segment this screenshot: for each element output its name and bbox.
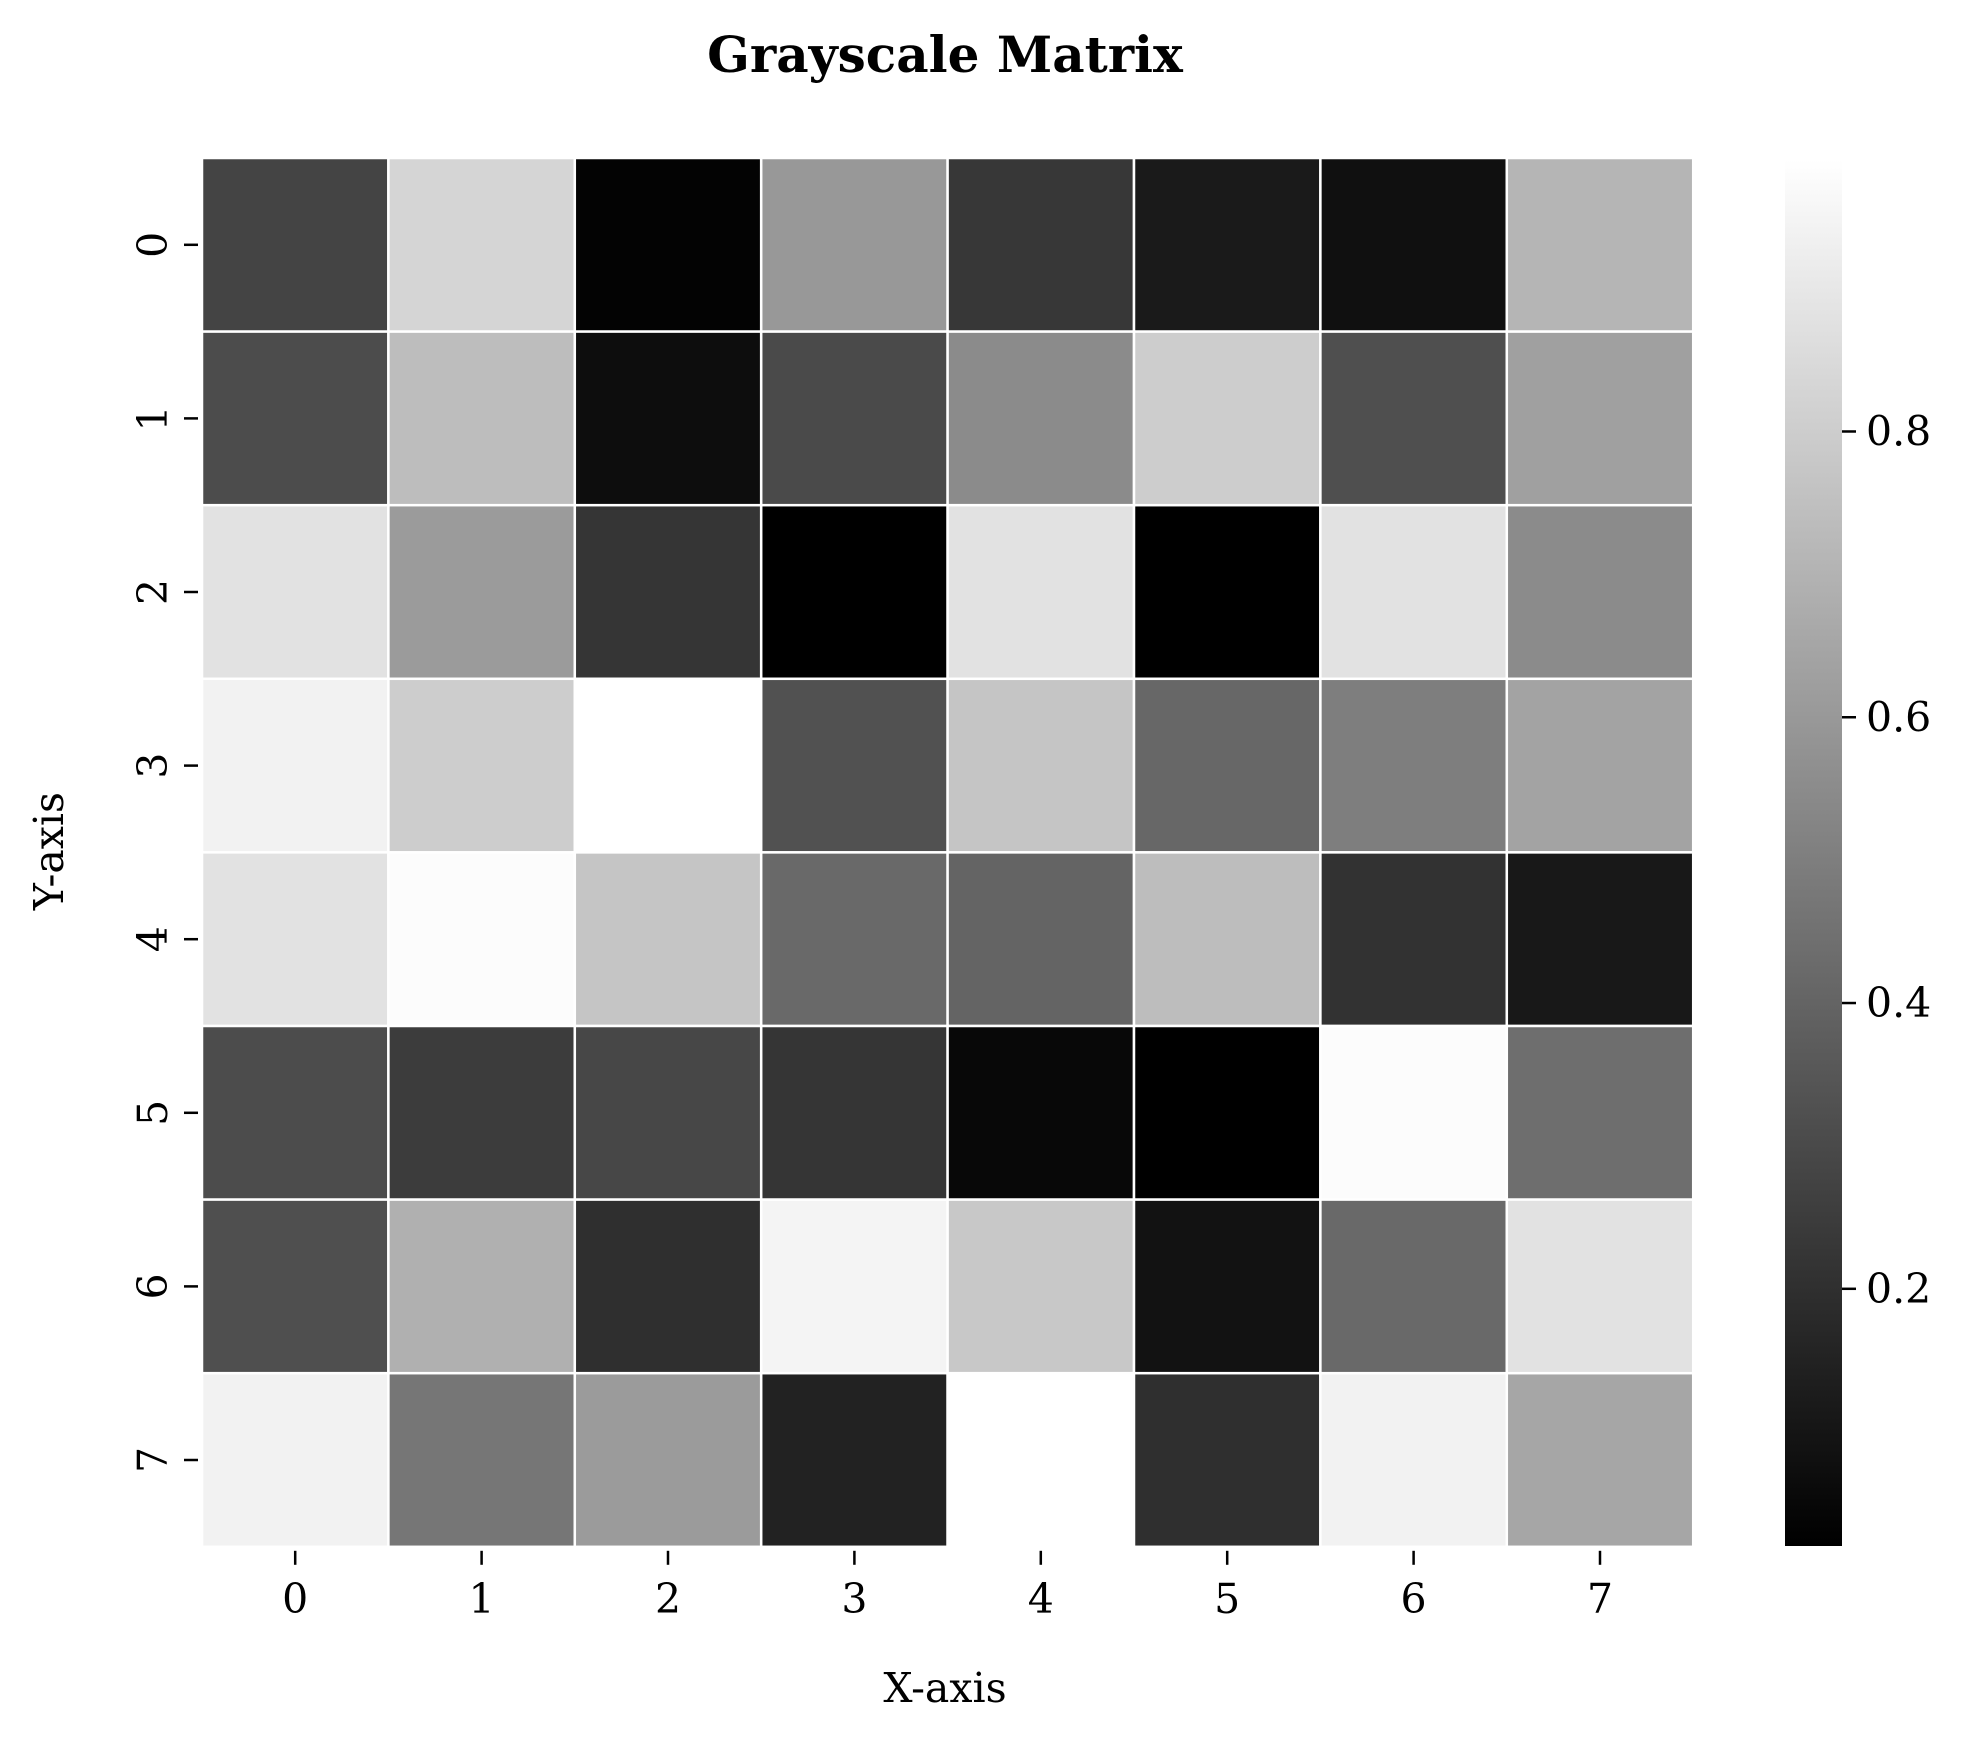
heatmap-cell-r6-c3 <box>759 1198 949 1375</box>
heatmap-cell-r0-c0 <box>200 156 390 333</box>
colorbar-tick-label: 0.4 <box>1866 979 1931 1027</box>
heatmap-cell-r1-c3 <box>759 330 949 507</box>
y-tick-label: 0 <box>129 232 177 258</box>
heatmap-cell-r5-c6 <box>1319 1024 1509 1201</box>
heatmap-cell-r5-c2 <box>573 1024 763 1201</box>
x-axis-ticks: 0 1 2 3 4 5 6 7 <box>282 1550 1613 1623</box>
heatmap-cell-r4-c4 <box>946 851 1136 1028</box>
heatmap-cell-r6-c1 <box>387 1198 577 1375</box>
heatmap-cell-r5-c4 <box>946 1024 1136 1201</box>
y-axis-label: Y-axis <box>25 792 73 911</box>
y-tick-label: 2 <box>129 579 177 605</box>
heatmap-cell-r3-c7 <box>1505 677 1695 854</box>
colorbar-tick-label: 0.2 <box>1866 1265 1931 1313</box>
heatmap-cell-r4-c6 <box>1319 851 1509 1028</box>
heatmap-cell-r1-c4 <box>946 330 1136 507</box>
colorbar <box>1785 160 1842 1546</box>
heatmap-cell-r6-c6 <box>1319 1198 1509 1375</box>
heatmap-cell-r1-c7 <box>1505 330 1695 507</box>
heatmap-cell-r6-c4 <box>946 1198 1136 1375</box>
heatmap-cell-r4-c5 <box>1132 851 1322 1028</box>
heatmap-cell-r7-c4 <box>946 1371 1136 1549</box>
heatmap-cell-r3-c3 <box>759 677 949 854</box>
x-tick-label: 7 <box>1587 1575 1613 1623</box>
heatmap-cell-r6-c7 <box>1505 1198 1695 1375</box>
heatmap-cell-r4-c7 <box>1505 851 1695 1028</box>
y-tick-label: 1 <box>129 405 177 431</box>
x-tick-label: 4 <box>1028 1575 1054 1623</box>
heatmap-cell-r0-c3 <box>759 156 949 333</box>
heatmap-cells <box>200 156 1695 1549</box>
heatmap-cell-r2-c2 <box>573 503 763 681</box>
heatmap-cell-r0-c4 <box>946 156 1136 333</box>
heatmap-cell-r2-c6 <box>1319 503 1509 681</box>
heatmap-cell-r3-c6 <box>1319 677 1509 854</box>
heatmap-cell-r3-c0 <box>200 677 390 854</box>
heatmap-cell-r0-c1 <box>387 156 577 333</box>
y-tick-label: 3 <box>129 753 177 779</box>
y-axis-ticks: 0 1 2 3 4 5 6 7 <box>129 232 198 1473</box>
heatmap-cell-r2-c3 <box>759 503 949 681</box>
colorbar-tick-label: 0.8 <box>1866 407 1931 455</box>
heatmap-cell-r5-c7 <box>1505 1024 1695 1201</box>
x-tick-label: 1 <box>469 1575 495 1623</box>
heatmap-cell-r2-c7 <box>1505 503 1695 681</box>
heatmap-cell-r4-c1 <box>387 851 577 1028</box>
x-tick-label: 6 <box>1401 1575 1427 1623</box>
heatmap-cell-r7-c2 <box>573 1371 763 1549</box>
heatmap-cell-r0-c5 <box>1132 156 1322 333</box>
y-tick-label: 4 <box>129 926 177 952</box>
heatmap-cell-r7-c1 <box>387 1371 577 1549</box>
y-tick-label: 7 <box>129 1447 177 1473</box>
x-tick-label: 0 <box>282 1575 308 1623</box>
heatmap-cell-r0-c7 <box>1505 156 1695 333</box>
heatmap-cell-r4-c2 <box>573 851 763 1028</box>
heatmap-cell-r3-c2 <box>573 677 763 854</box>
x-tick-label: 5 <box>1214 1575 1240 1623</box>
heatmap-cell-r0-c2 <box>573 156 763 333</box>
heatmap-cell-r2-c1 <box>387 503 577 681</box>
heatmap-cell-r6-c2 <box>573 1198 763 1375</box>
heatmap-cell-r6-c5 <box>1132 1198 1322 1375</box>
y-tick-label: 5 <box>129 1100 177 1126</box>
heatmap-cell-r4-c3 <box>759 851 949 1028</box>
heatmap-cell-r7-c0 <box>200 1371 390 1549</box>
heatmap-cell-r1-c5 <box>1132 330 1322 507</box>
colorbar-ticks: 0.2 0.4 0.6 0.8 <box>1842 407 1931 1313</box>
heatmap-cell-r0-c6 <box>1319 156 1509 333</box>
heatmap-cell-r1-c0 <box>200 330 390 507</box>
chart-title: Grayscale Matrix <box>707 25 1184 84</box>
x-axis-label: X-axis <box>883 1664 1006 1712</box>
heatmap-cell-r5-c5 <box>1132 1024 1322 1201</box>
heatmap-cell-r7-c3 <box>759 1371 949 1549</box>
heatmap-cell-r1-c2 <box>573 330 763 507</box>
heatmap-cell-r2-c5 <box>1132 503 1322 681</box>
heatmap-cell-r3-c1 <box>387 677 577 854</box>
y-tick-label: 6 <box>129 1273 177 1299</box>
heatmap-cell-r7-c7 <box>1505 1371 1695 1549</box>
heatmap-cell-r7-c6 <box>1319 1371 1509 1549</box>
x-tick-label: 3 <box>841 1575 867 1623</box>
heatmap-cell-r2-c0 <box>200 503 390 681</box>
x-tick-label: 2 <box>655 1575 681 1623</box>
heatmap-cell-r5-c0 <box>200 1024 390 1201</box>
heatmap-cell-r4-c0 <box>200 851 390 1028</box>
colorbar-tick-label: 0.6 <box>1866 693 1931 741</box>
heatmap-cell-r3-c4 <box>946 677 1136 854</box>
heatmap-cell-r5-c1 <box>387 1024 577 1201</box>
heatmap-cell-r6-c0 <box>200 1198 390 1375</box>
heatmap-cell-r1-c1 <box>387 330 577 507</box>
heatmap-cell-r7-c5 <box>1132 1371 1322 1549</box>
heatmap-cell-r1-c6 <box>1319 330 1509 507</box>
heatmap-cell-r5-c3 <box>759 1024 949 1201</box>
heatmap-cell-r3-c5 <box>1132 677 1322 854</box>
heatmap-cell-r2-c4 <box>946 503 1136 681</box>
